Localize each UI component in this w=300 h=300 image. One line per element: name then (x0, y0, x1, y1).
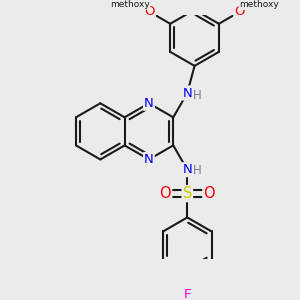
Text: O: O (203, 186, 215, 201)
Text: O: O (144, 5, 155, 18)
Text: N: N (144, 97, 154, 110)
Text: F: F (184, 288, 191, 300)
Text: O: O (160, 186, 171, 201)
Text: N: N (182, 86, 192, 100)
Text: S: S (183, 186, 192, 201)
Text: methoxy: methoxy (239, 0, 279, 9)
Text: H: H (193, 164, 202, 177)
Text: N: N (144, 153, 154, 166)
Text: methoxy: methoxy (110, 0, 150, 9)
Text: H: H (193, 89, 202, 103)
Text: O: O (234, 5, 245, 18)
Text: N: N (182, 163, 192, 176)
